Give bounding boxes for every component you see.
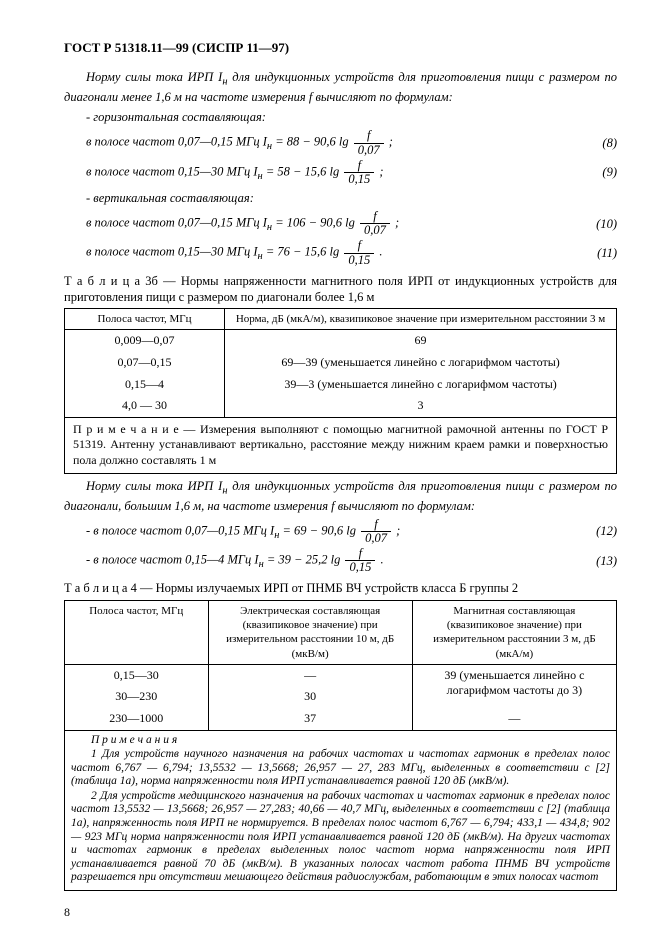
t4r3c1: 230—1000 [65,708,209,730]
note-1: 1 Для устройств научного назначения на р… [71,748,610,789]
t4r1c1: 0,15—30 [65,664,209,686]
t4r1c3: 39 (уменьшается линейно с логарифмом час… [412,664,616,708]
formula-8: в полосе частот 0,07—0,15 МГц Iн = 88 − … [64,129,617,156]
horiz-label: - горизонтальная составляющая: [64,109,617,125]
t4r1c2: — [208,664,412,686]
formula-9: в полосе частот 0,15—30 МГц Iн = 58 − 15… [64,159,617,186]
t3r1c2: 69 [225,330,617,352]
t4-head-1: Полоса частот, МГц [65,600,209,664]
table-4-caption: Т а б л и ц а 4 — Нормы излучаемых ИРП о… [64,580,617,596]
t3r3c1: 0,15—4 [65,374,225,396]
formula-13: - в полосе частот 0,15—4 МГц Iн = 39 − 2… [64,547,617,574]
intro-1: Норму силы тока ИРП Iн для индукционных … [64,69,617,105]
table-4-notes: П р и м е ч а н и я 1 Для устройств науч… [64,731,617,891]
t3-head-2: Норма, дБ (мкА/м), квазипиковое значение… [225,309,617,330]
t4r3c2: 37 [208,708,412,730]
t3r2c2: 69—39 (уменьшается линейно с логарифмом … [225,352,617,374]
intro-2: Норму силы тока ИРП Iн для индукционных … [64,478,617,514]
formula-12: - в полосе частот 0,07—0,15 МГц Iн = 69 … [64,518,617,545]
table-4: Полоса частот, МГц Электрическая составл… [64,600,617,731]
t3r2c1: 0,07—0,15 [65,352,225,374]
standard-header: ГОСТ Р 51318.11—99 (СИСПР 11—97) [64,40,617,57]
t3-head-1: Полоса частот, МГц [65,309,225,330]
t4-head-2: Электрическая составляющая (квазипиковое… [208,600,412,664]
table-3b-caption: Т а б л и ц а 3б — Нормы напряженности м… [64,273,617,306]
t3r4c2: 3 [225,395,617,417]
note-2: 2 Для устройств медицинского назначения … [71,790,610,885]
t4r2c1: 30—230 [65,686,209,708]
t4r2c2: 30 [208,686,412,708]
t4-head-3: Магнитная составляющая (квазипиковое зна… [412,600,616,664]
formula-11: в полосе частот 0,15—30 МГц Iн = 76 − 15… [64,239,617,266]
t4r3c3: — [412,708,616,730]
vert-label: - вертикальная составляющая: [64,190,617,206]
page-number: 8 [64,905,617,921]
t3r4c1: 4,0 — 30 [65,395,225,417]
t3r1c1: 0,009—0,07 [65,330,225,352]
formula-10: в полосе частот 0,07—0,15 МГц Iн = 106 −… [64,210,617,237]
table-3b: Полоса частот, МГц Норма, дБ (мкА/м), кв… [64,308,617,473]
notes-title: П р и м е ч а н и я [71,734,610,748]
t3-note: П р и м е ч а н и е — Измерения выполняю… [65,417,617,473]
t3r3c2: 39—3 (уменьшается линейно с логарифмом ч… [225,374,617,396]
